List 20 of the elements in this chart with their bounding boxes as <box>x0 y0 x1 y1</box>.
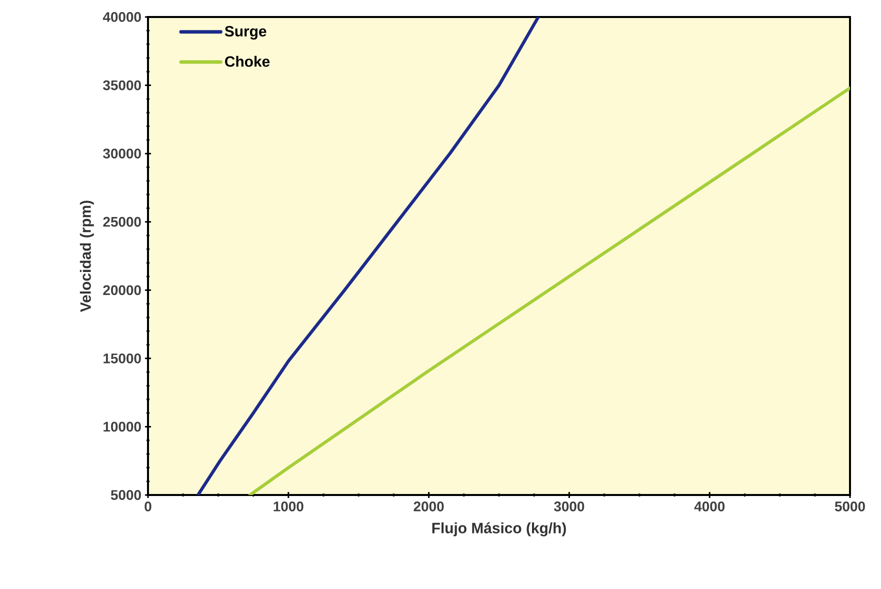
y-axis-title: Velocidad (rpm) <box>80 200 94 312</box>
y-tick-label: 40000 <box>102 12 141 22</box>
legend-label: Surge <box>224 26 266 40</box>
y-tick-label: 5000 <box>110 490 141 500</box>
x-tick-label: 1000 <box>274 501 304 512</box>
line-series <box>196 16 540 495</box>
x-axis-title: Flujo Másico (kg/h) <box>432 522 566 536</box>
y-tick-label: 30000 <box>103 148 141 159</box>
line-series <box>248 86 850 495</box>
x-tick-label: 3000 <box>554 501 584 512</box>
y-tick-label: 25000 <box>103 216 141 227</box>
x-tick-label: 0 <box>144 501 152 512</box>
x-tick-label: 5000 <box>834 501 865 512</box>
x-tick-label: 2000 <box>414 501 444 512</box>
x-tick-label: 4000 <box>694 501 725 512</box>
y-tick-label: 10000 <box>104 422 141 432</box>
y-tick-label: 20000 <box>103 285 141 296</box>
y-tick-label: 35000 <box>103 80 141 90</box>
y-tick-label: 15000 <box>104 353 141 364</box>
legend-label: Choke <box>225 56 270 67</box>
